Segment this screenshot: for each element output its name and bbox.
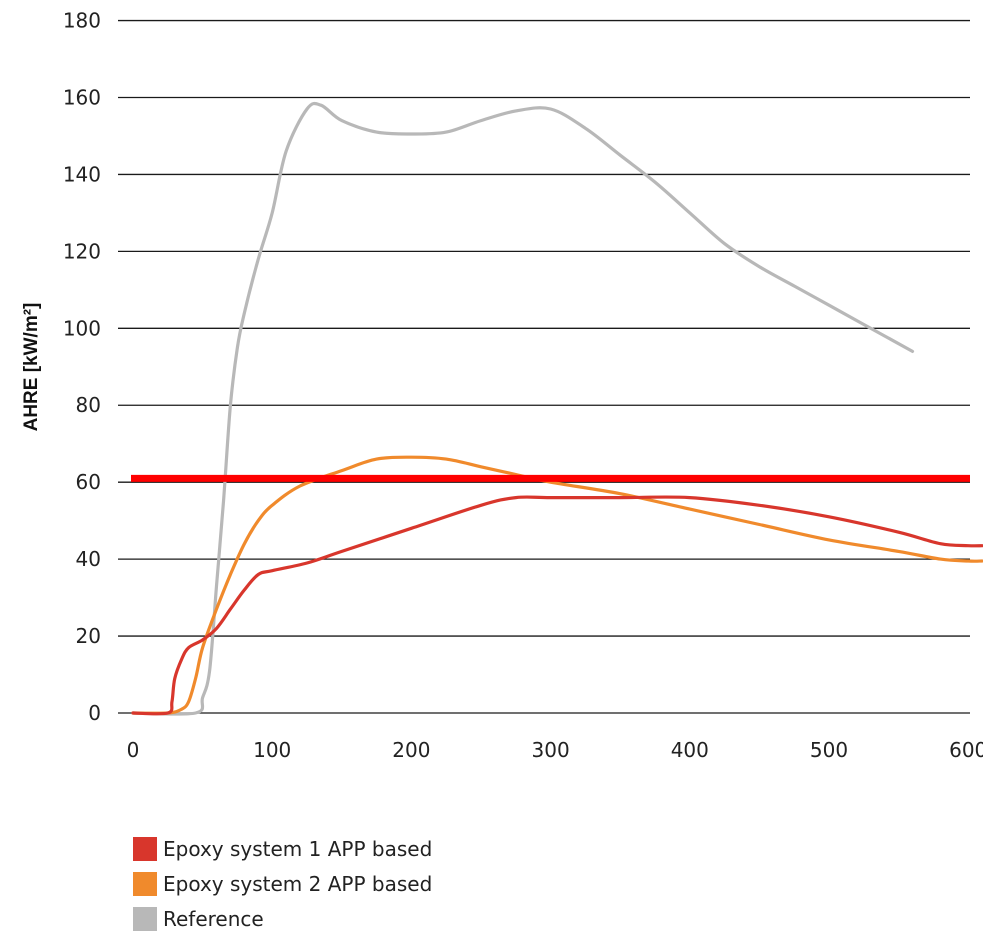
y-tick-label: 20	[76, 624, 101, 648]
series-line-epoxy-2	[131, 455, 983, 715]
legend-item-reference: Reference	[133, 901, 432, 936]
gridlines	[118, 19, 970, 714]
y-tick-label: 180	[63, 9, 101, 33]
y-tick-label: 80	[76, 393, 101, 417]
y-tick-label: 120	[63, 239, 101, 263]
y-tick-label: 0	[88, 701, 101, 725]
y-tick-label: 100	[63, 316, 101, 340]
legend-label: Epoxy system 2 APP based	[163, 871, 433, 896]
y-tick-label: 40	[76, 547, 101, 571]
y-tick-labels: 0 20 40 60 80 100 120 140 160 180	[63, 9, 101, 725]
x-tick-labels: 0 100 200 300 400 500 600	[127, 738, 983, 762]
x-tick-label: 300	[532, 738, 570, 762]
chart: 0 20 40 60 80 100 120 140 160 180 0 100 200 300 400 50…	[21, 9, 983, 762]
y-tick-label: 140	[63, 162, 101, 186]
legend-item-epoxy-2: Epoxy system 2 APP based	[133, 866, 432, 901]
x-tick-label: 400	[671, 738, 709, 762]
y-tick-label: 160	[63, 85, 101, 109]
legend-swatch-epoxy-2	[133, 871, 157, 896]
legend-swatch-epoxy-1	[133, 836, 157, 861]
y-tick-label: 60	[76, 470, 101, 494]
legend-swatch-reference	[133, 906, 157, 931]
legend-label: Reference	[163, 906, 264, 931]
legend-item-epoxy-1: Epoxy system 1 APP based	[133, 831, 432, 866]
x-tick-label: 200	[392, 738, 430, 762]
series-line-reference	[131, 101, 915, 716]
legend: Epoxy system 1 APP based Epoxy system 2 …	[133, 831, 432, 936]
x-tick-label: 0	[127, 738, 140, 762]
legend-label: Epoxy system 1 APP based	[163, 836, 433, 861]
x-tick-label: 100	[253, 738, 291, 762]
x-tick-label: 500	[810, 738, 848, 762]
series-lines	[131, 101, 983, 716]
series-line-epoxy-1	[131, 495, 983, 716]
y-axis-title: AHRE [kW/m²]	[21, 303, 42, 432]
x-tick-label: 600	[949, 738, 983, 762]
